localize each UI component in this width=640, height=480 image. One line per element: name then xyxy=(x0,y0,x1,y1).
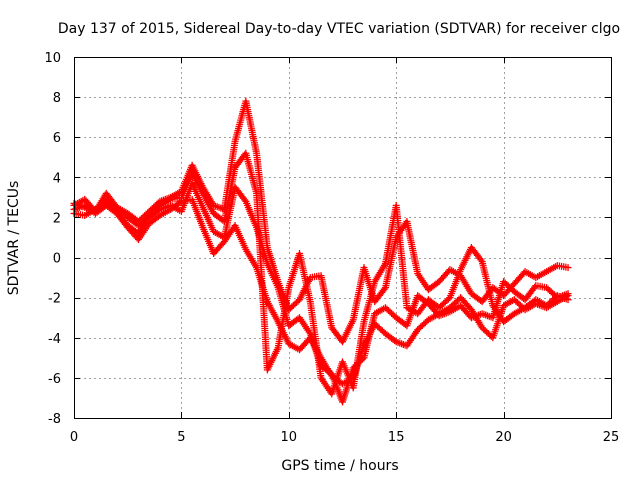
y-tick-label: 6 xyxy=(53,131,61,146)
data-point xyxy=(380,285,388,293)
y-tick-label: -2 xyxy=(48,292,61,307)
x-tick-label: 0 xyxy=(70,430,78,445)
data-point xyxy=(358,355,366,363)
x-tick-label: 20 xyxy=(495,430,512,445)
y-tick-label: 8 xyxy=(53,91,61,106)
y-tick-label: 10 xyxy=(44,51,61,66)
data-point xyxy=(564,296,572,304)
x-tick-label: 15 xyxy=(388,430,405,445)
x-axis-label: GPS time / hours xyxy=(281,458,398,474)
y-tick-label: 0 xyxy=(53,252,61,267)
y-tick-label: -8 xyxy=(48,412,61,427)
y-axis-label: SDTVAR / TECUs xyxy=(6,181,22,296)
y-tick-label: 2 xyxy=(53,211,61,226)
x-tick-label: 5 xyxy=(177,430,185,445)
data-point xyxy=(564,264,572,272)
data-point xyxy=(531,283,539,291)
data-point xyxy=(241,196,249,204)
data-point xyxy=(564,290,572,298)
x-tick-label: 10 xyxy=(281,430,298,445)
plot-frame xyxy=(74,57,612,419)
x-tick-label: 25 xyxy=(603,430,620,445)
data-point xyxy=(477,256,485,264)
y-tick-label: -4 xyxy=(48,332,61,347)
y-tick-label: 4 xyxy=(53,171,61,186)
axis-ticks: 0 5 10 15 20 25 -8 -6 -4 -2 0 2 4 6 8 10 xyxy=(44,51,619,445)
y-tick-label: -6 xyxy=(48,372,61,387)
chart-title: Day 137 of 2015, Sidereal Day-to-day VTE… xyxy=(58,21,620,37)
series-track-d xyxy=(70,149,572,398)
data-series xyxy=(70,97,572,406)
